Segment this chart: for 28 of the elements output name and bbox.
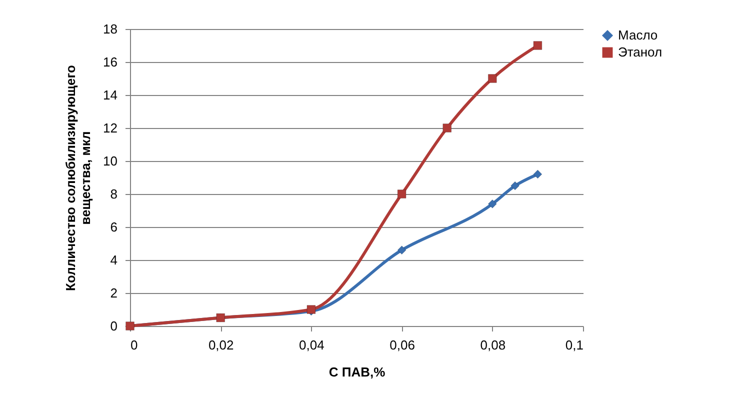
legend-label: Масло	[618, 28, 658, 42]
x-tick-label: 0,1	[565, 338, 584, 352]
y-tick-label: 8	[110, 186, 118, 202]
x-tick-label: 0	[130, 338, 138, 352]
x-tick-label: 0,08	[480, 338, 506, 352]
x-tick-label: 0,04	[299, 338, 324, 352]
point	[533, 41, 542, 50]
x-axis-title: С ПАВ,%	[328, 364, 386, 380]
x-tick-label: 0,06	[390, 338, 415, 352]
y-tick-label: 6	[110, 220, 118, 234]
point	[397, 190, 406, 198]
point	[510, 181, 520, 190]
point	[488, 74, 497, 83]
point	[442, 124, 452, 132]
y-tick-label: 0	[110, 318, 118, 334]
y-tick-label: 16	[103, 54, 118, 70]
y-tick-label: 12	[103, 120, 118, 136]
y-axis-title: Колличество солюбилизирующего вещества, мкл	[63, 65, 94, 291]
legend-label: Этанол	[618, 44, 662, 60]
y-tick-label: 14	[103, 88, 118, 102]
point	[397, 246, 406, 255]
point	[533, 170, 542, 179]
y-tick-label: 18	[103, 22, 118, 36]
y-tick-label: 10	[103, 154, 118, 168]
y-tick-label: 4	[110, 252, 118, 268]
point	[488, 199, 497, 208]
x-tick-label: 0,02	[208, 338, 234, 352]
y-tick-label: 2	[110, 286, 118, 300]
